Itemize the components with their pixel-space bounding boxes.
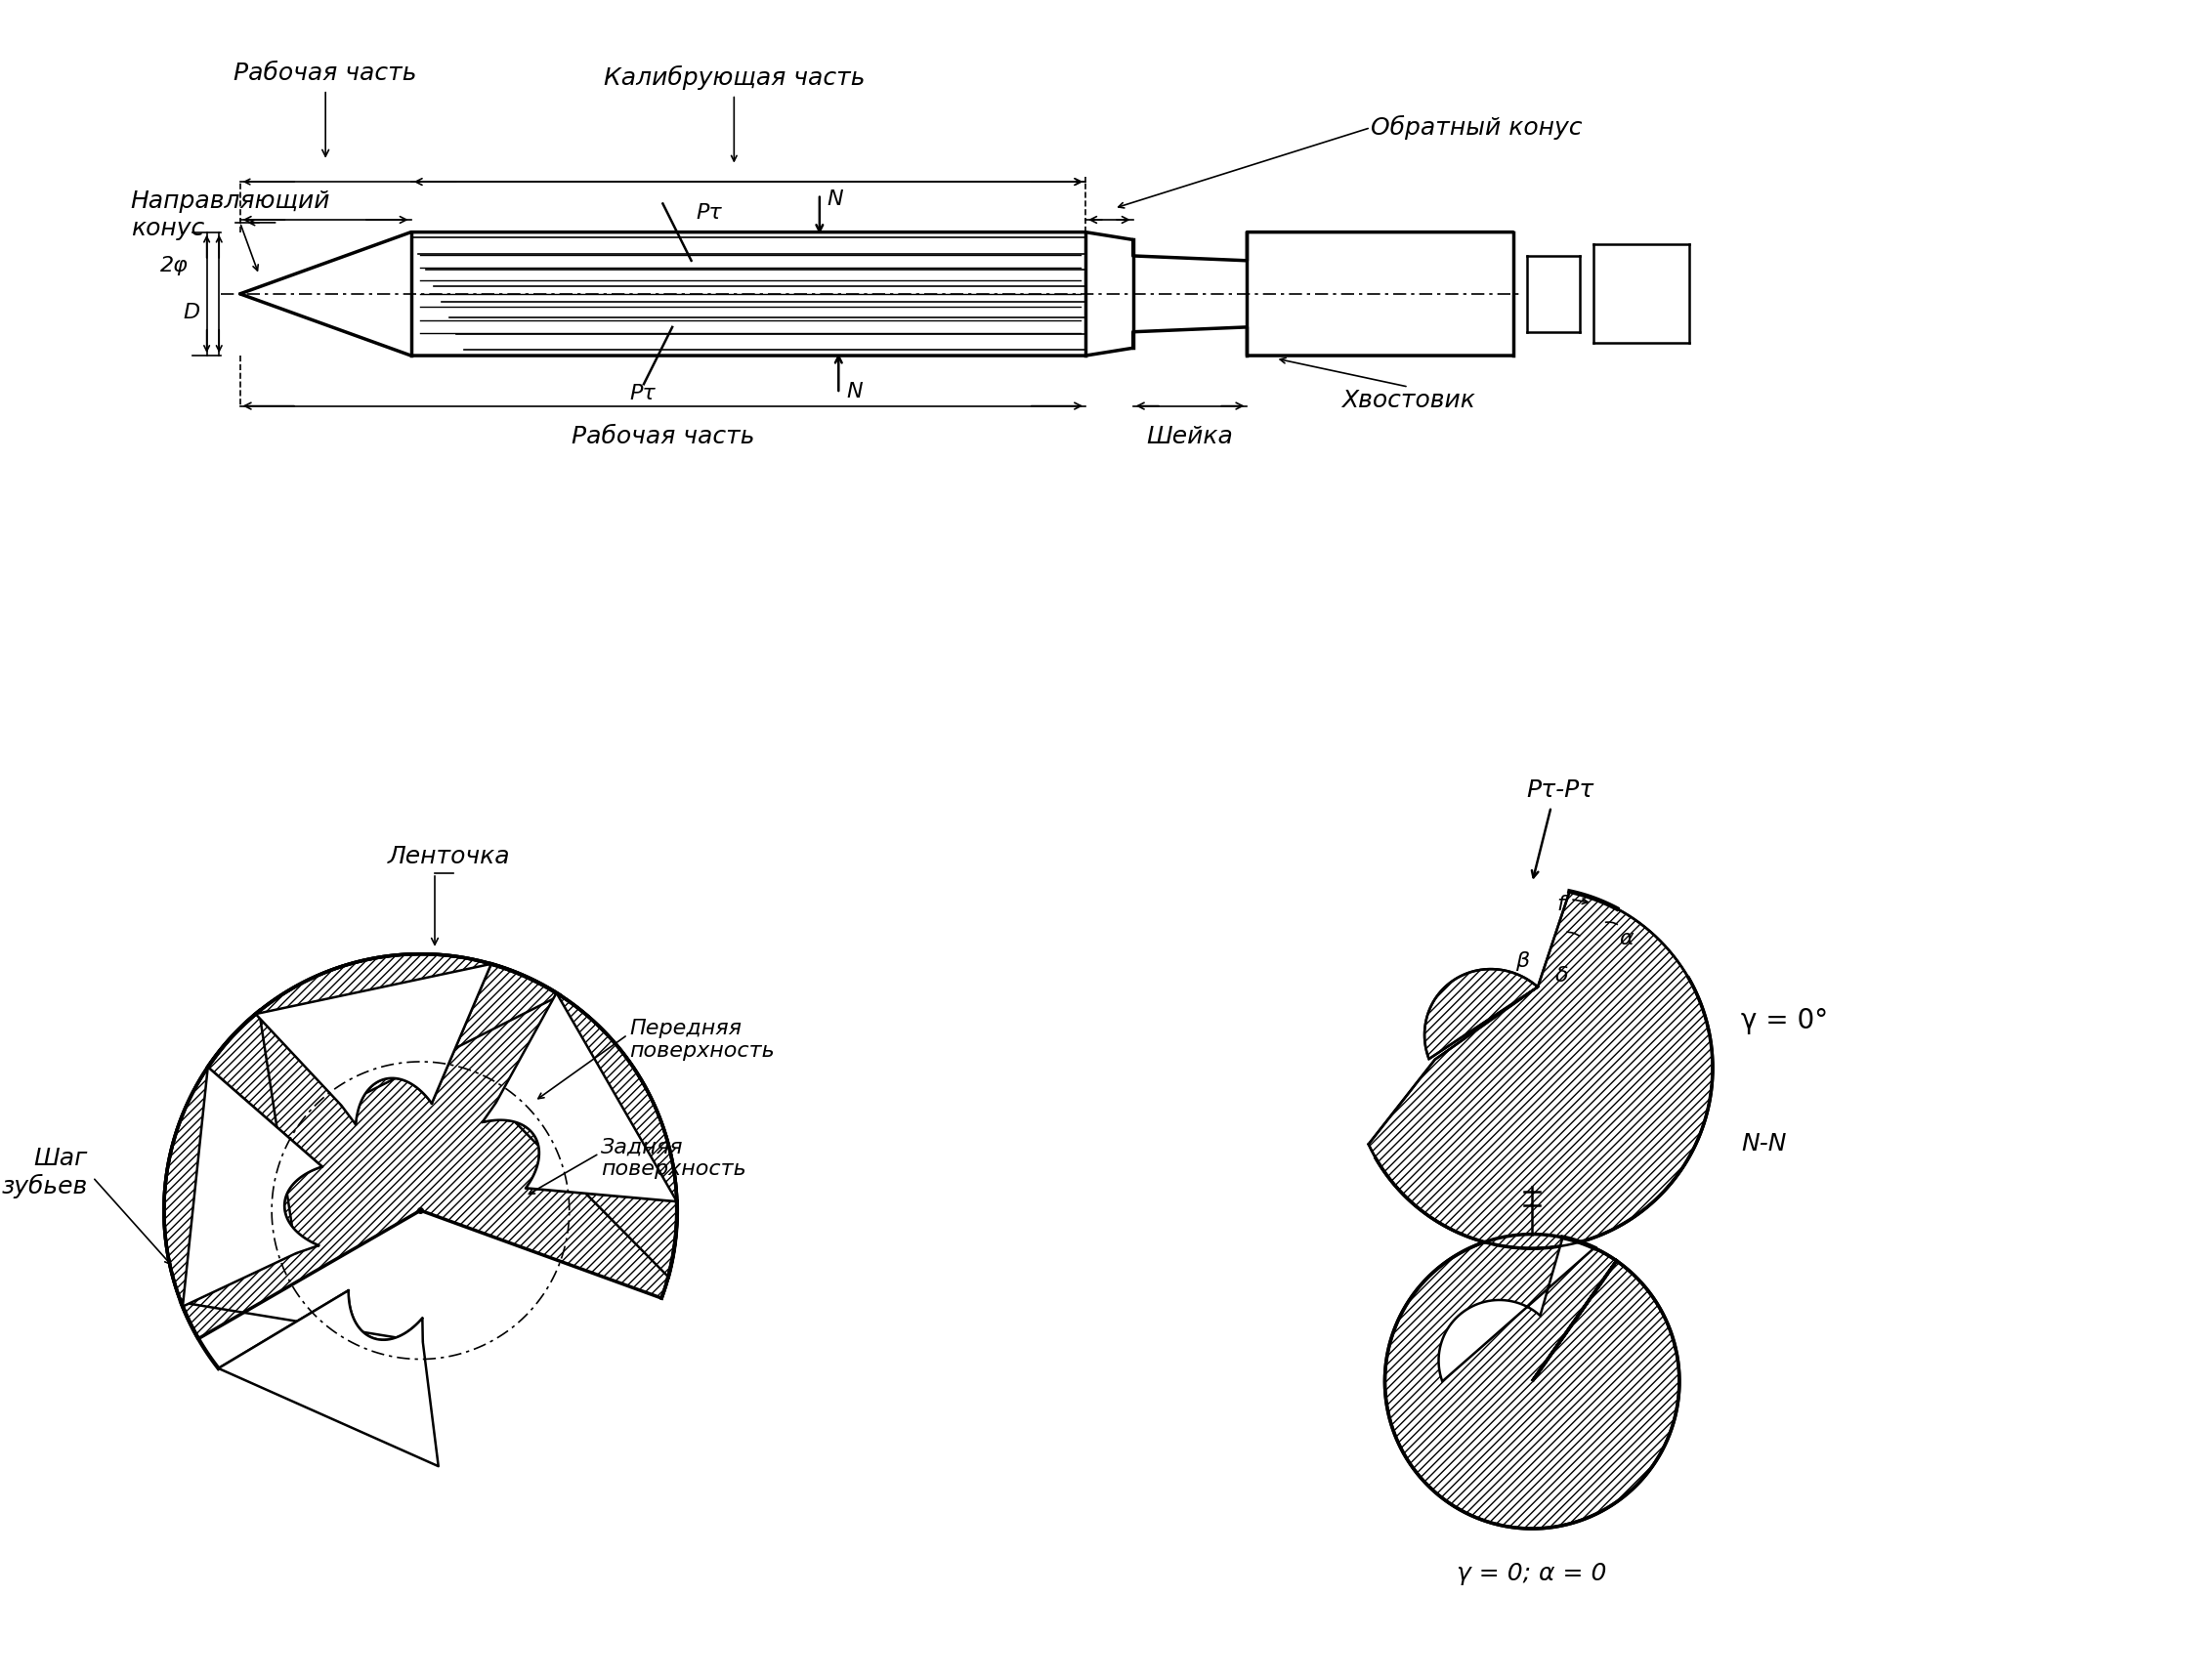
Polygon shape <box>1440 1238 1594 1381</box>
Polygon shape <box>1376 978 1713 1248</box>
Text: N: N <box>828 190 843 208</box>
Text: Pτ: Pτ <box>696 203 722 223</box>
Text: δ: δ <box>1557 966 1570 986</box>
Text: N: N <box>846 381 863 402</box>
Text: γ = 0; α = 0: γ = 0; α = 0 <box>1457 1562 1607 1586</box>
Text: Шаг
зубьев: Шаг зубьев <box>2 1146 88 1198</box>
Text: Pτ-Pτ: Pτ-Pτ <box>1526 778 1594 801</box>
Polygon shape <box>1351 887 1713 1248</box>
Polygon shape <box>219 1290 439 1467</box>
Text: Pτ: Pτ <box>629 383 656 403</box>
Text: Передняя
поверхность: Передняя поверхность <box>629 1018 775 1060</box>
Polygon shape <box>256 964 490 1124</box>
Text: Ленточка: Ленточка <box>389 845 510 869</box>
Text: α: α <box>1618 929 1634 949</box>
Polygon shape <box>1384 1235 1680 1529</box>
Text: Задняя
поверхность: Задняя поверхность <box>601 1137 746 1179</box>
Text: Хвостовик: Хвостовик <box>1342 388 1475 412</box>
Text: N-N: N-N <box>1742 1132 1786 1156</box>
Polygon shape <box>481 993 678 1201</box>
Polygon shape <box>1369 892 1713 1248</box>
Text: β: β <box>1515 951 1530 971</box>
Text: f: f <box>1557 894 1565 914</box>
Text: γ = 0°: γ = 0° <box>1742 1006 1828 1035</box>
Text: Калибрующая часть: Калибрующая часть <box>603 66 866 89</box>
Polygon shape <box>183 1067 322 1307</box>
Text: Направляющий
конус: Направляющий конус <box>130 190 331 240</box>
Text: Рабочая часть: Рабочая часть <box>234 62 417 86</box>
Text: D: D <box>183 302 201 323</box>
Text: Рабочая часть: Рабочая часть <box>572 425 755 449</box>
Text: 2φ: 2φ <box>159 255 188 276</box>
Text: Шейка: Шейка <box>1146 425 1234 449</box>
Text: Обратный конус: Обратный конус <box>1371 116 1583 139</box>
Polygon shape <box>163 954 678 1339</box>
